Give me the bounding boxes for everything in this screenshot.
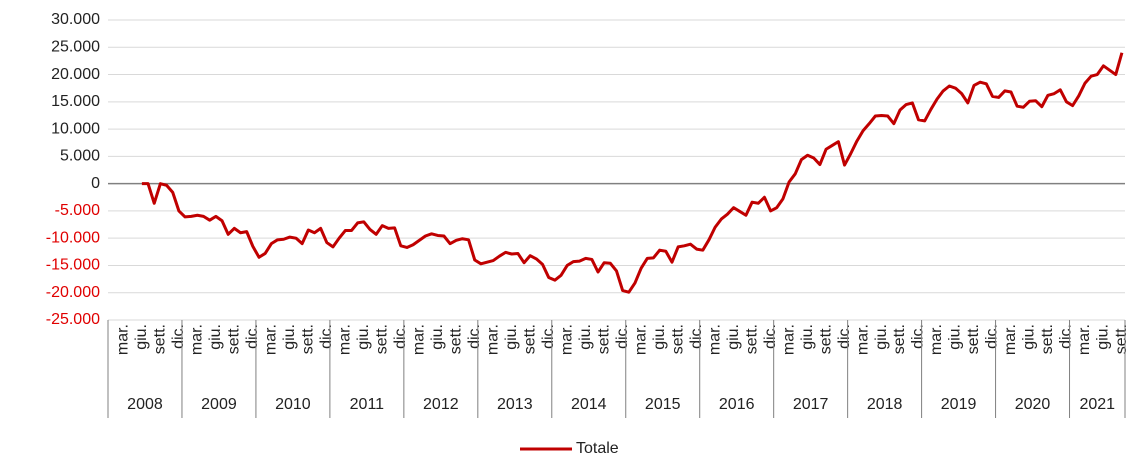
x-tick-label: mar.	[632, 324, 649, 355]
x-tick-label: dic.	[540, 324, 557, 349]
x-tick-label: sett.	[817, 324, 834, 354]
x-tick-label: giu.	[1021, 324, 1038, 350]
y-tick-label: 20.000	[51, 66, 100, 83]
x-tick-label: sett.	[669, 324, 686, 354]
x-tick-label: dic.	[836, 324, 853, 349]
x-tick-label: giu.	[947, 324, 964, 350]
x-tick-label: giu.	[1095, 324, 1112, 350]
x-tick-label: sett.	[965, 324, 982, 354]
y-tick-label: 0	[91, 175, 100, 192]
x-tick-label: sett.	[521, 324, 538, 354]
x-tick-label: dic.	[318, 324, 335, 349]
x-tick-label: giu.	[873, 324, 890, 350]
y-tick-label: 30.000	[51, 11, 100, 28]
x-tick-label: dic.	[392, 324, 409, 349]
year-label: 2017	[793, 396, 829, 413]
x-tick-label: giu.	[133, 324, 150, 350]
y-tick-label: -5.000	[55, 202, 100, 219]
x-tick-label: giu.	[577, 324, 594, 350]
legend-label: Totale	[576, 440, 619, 457]
x-tick-label: dic.	[170, 324, 187, 349]
y-tick-label: 15.000	[51, 93, 100, 110]
year-label: 2016	[719, 396, 755, 413]
y-tick-label: 25.000	[51, 38, 100, 55]
x-tick-label: sett.	[447, 324, 464, 354]
x-tick-label: dic.	[984, 324, 1001, 349]
x-tick-label: mar.	[558, 324, 575, 355]
x-tick-label: mar.	[337, 324, 354, 355]
x-tick-label: sett.	[300, 324, 317, 354]
year-label: 2018	[867, 396, 903, 413]
x-tick-label: sett.	[595, 324, 612, 354]
x-tick-label: mar.	[780, 324, 797, 355]
year-label: 2013	[497, 396, 533, 413]
x-tick-label: dic.	[762, 324, 779, 349]
year-label: 2014	[571, 396, 607, 413]
x-tick-label: sett.	[374, 324, 391, 354]
x-tick-label: mar.	[1002, 324, 1019, 355]
x-tick-label: giu.	[281, 324, 298, 350]
x-tick-label: dic.	[466, 324, 483, 349]
y-tick-label: -10.000	[46, 229, 100, 246]
year-label: 2021	[1079, 396, 1115, 413]
y-tick-label: -20.000	[46, 284, 100, 301]
x-tick-label: sett.	[152, 324, 169, 354]
year-label: 2019	[941, 396, 977, 413]
x-tick-label: mar.	[115, 324, 132, 355]
x-tick-label: giu.	[799, 324, 816, 350]
x-tick-label: sett.	[743, 324, 760, 354]
x-tick-label: mar.	[928, 324, 945, 355]
x-tick-label: sett.	[1039, 324, 1056, 354]
x-tick-label: mar.	[189, 324, 206, 355]
x-tick-label: dic.	[244, 324, 261, 349]
x-tick-label: mar.	[1076, 324, 1093, 355]
x-tick-label: giu.	[207, 324, 224, 350]
x-tick-label: mar.	[263, 324, 280, 355]
x-tick-label: sett.	[1113, 324, 1130, 354]
y-tick-label: -15.000	[46, 257, 100, 274]
year-label: 2015	[645, 396, 681, 413]
x-tick-label: sett.	[226, 324, 243, 354]
x-tick-label: mar.	[410, 324, 427, 355]
year-label: 2009	[201, 396, 237, 413]
x-tick-label: giu.	[429, 324, 446, 350]
year-label: 2010	[275, 396, 311, 413]
x-tick-label: giu.	[651, 324, 668, 350]
x-tick-label: sett.	[891, 324, 908, 354]
year-label: 2020	[1015, 396, 1051, 413]
x-tick-label: dic.	[614, 324, 631, 349]
year-label: 2008	[127, 396, 163, 413]
data-line	[141, 52, 1124, 294]
x-tick-label: giu.	[503, 324, 520, 350]
x-tick-label: dic.	[910, 324, 927, 349]
x-tick-label: mar.	[484, 324, 501, 355]
x-tick-label: dic.	[688, 324, 705, 349]
year-label: 2011	[350, 396, 385, 413]
x-tick-label: mar.	[706, 324, 723, 355]
x-tick-label: giu.	[355, 324, 372, 350]
x-tick-label: dic.	[1058, 324, 1075, 349]
year-label: 2012	[423, 396, 459, 413]
y-tick-label: -25.000	[46, 311, 100, 328]
y-tick-label: 10.000	[51, 120, 100, 137]
x-tick-label: giu.	[725, 324, 742, 350]
y-tick-label: 5.000	[60, 148, 100, 165]
x-tick-label: mar.	[854, 324, 871, 355]
